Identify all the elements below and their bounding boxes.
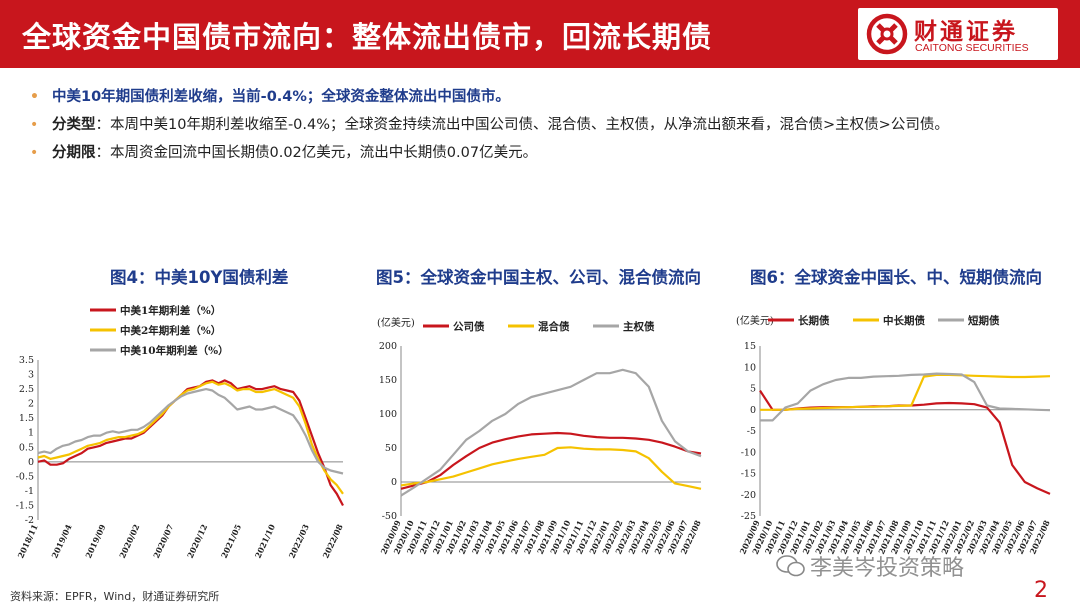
chart-title-fig4: 图4：中美10Y国债利差 [110,268,289,287]
y-tick-label: 1.5 [19,413,34,424]
bullet-text: 中美10年期国债利差收缩，当前-0.4%；全球资金整体流出中国债市。 [52,89,510,105]
chart-fig5: 200150100500-502020/092020/102020/112020… [377,316,703,556]
y-tick-label: -0.5 [16,471,34,482]
y-tick-label: 15 [744,341,756,352]
x-tick-label: 2020/12 [185,523,209,560]
series-line [400,368,702,497]
legend-label: 主权债 [623,320,655,333]
series-line [760,373,1051,411]
series-line [37,380,344,495]
chart-fig6: 151050-5-10-15-20-252020/092020/102020/1… [736,314,1052,556]
page-number: 2 [1034,578,1048,603]
series-line [37,379,344,507]
logo-chinese-text: 财通证券 [914,19,1018,45]
y-tick-label: 50 [385,443,397,454]
y-tick-label: -20 [741,490,756,501]
series-line [37,387,344,475]
y-tick-label: 100 [379,409,397,420]
y-tick-label: 0 [391,477,397,488]
chart-title-fig6: 图6：全球资金中国长、中、短期债流向 [750,268,1042,287]
y-tick-label: 0 [750,405,756,416]
caitong-logo-icon [866,13,908,55]
series-line [760,372,1051,422]
y-tick-label: -5 [747,426,756,437]
wechat-icon [776,555,805,577]
legend-label: 中美1年期利差（%） [120,304,221,317]
y-tick-label: -50 [382,511,397,522]
legend-label: 混合债 [538,320,570,333]
y-tick-label: 200 [379,341,397,352]
summary-bullets: • 中美10年期国债利差收缩，当前-0.4%；全球资金整体流出中国债市。 • 分… [30,88,1070,172]
x-tick-label: 2019/04 [49,522,74,560]
bullet-lead: 分期限 [52,145,96,161]
y-tick-label: 3.5 [19,355,34,366]
y-tick-label: -1 [25,486,34,497]
x-tick-label: 2020/07 [151,523,175,560]
legend-label: 短期债 [968,314,1000,327]
x-tick-label: 2020/02 [117,523,141,560]
y-tick-label: 0 [28,457,34,468]
bullet-text: ：本周资金回流中国长期债0.02亿美元，流出中长期债0.07亿美元。 [95,145,538,161]
x-tick-label: 2018/11 [15,523,39,560]
y-tick-label: 5 [750,384,756,395]
company-logo: 财通证券 CAITONG SECURITIES [858,8,1058,60]
title-bar: 全球资金中国债市流向：整体流出债市，回流长期债 财通证券 CAITONG SEC… [0,0,1080,68]
y-tick-label: -2 [25,515,34,526]
y-tick-label: 3 [28,370,34,381]
y-tick-label: -1.5 [16,500,34,511]
x-tick-label: 2022/08 [320,522,345,560]
legend-label: 公司债 [453,320,485,333]
source-note: 资料来源：EPFR，Wind，财通证券研究所 [10,590,220,603]
legend-label: 中美10年期利差（%） [120,344,229,357]
bullet-item: • 分期限：本周资金回流中国长期债0.02亿美元，流出中长期债0.07亿美元。 [30,144,1070,162]
x-tick-label: 2021/05 [219,523,243,560]
x-tick-label: 2021/10 [253,522,278,560]
bullet-text: ：本周中美10年期利差收缩至-0.4%；全球资金持续流出中国公司债、混合债、主权… [95,117,949,133]
y-tick-label: 2 [28,399,34,410]
unit-label: (亿美元) [377,316,415,329]
y-tick-label: -15 [741,469,756,480]
bullet-lead: 分类型 [52,117,96,133]
y-tick-label: 1 [28,428,34,439]
bullet-item: • 中美10年期国债利差收缩，当前-0.4%；全球资金整体流出中国债市。 [30,88,1070,106]
bullet-dot-icon: • [30,89,39,105]
y-tick-label: 0.5 [19,442,34,453]
watermark-text: 李美岑投资策略 [810,556,965,581]
y-tick-label: 2.5 [19,384,34,395]
y-tick-label: 150 [379,375,397,386]
legend-label: 长期债 [798,314,830,327]
bullet-dot-icon: • [30,117,39,133]
y-tick-label: -10 [741,447,756,458]
legend-label: 中长期债 [883,314,925,327]
legend-label: 中美2年期利差（%） [120,324,221,337]
x-tick-label: 2022/03 [287,522,312,560]
bullet-item: • 分类型：本周中美10年期利差收缩至-0.4%；全球资金持续流出中国公司债、混… [30,116,1070,134]
x-tick-label: 2019/09 [83,522,108,560]
series-line [400,431,702,490]
series-line [400,446,702,490]
page-title: 全球资金中国债市流向：整体流出债市，回流长期债 [22,20,713,54]
y-tick-label: -25 [741,511,756,522]
y-tick-label: 10 [744,362,756,373]
logo-english-text: CAITONG SECURITIES [915,42,1029,54]
bullet-dot-icon: • [30,145,39,161]
unit-label: (亿美元) [736,314,774,327]
chart-title-fig5: 图5：全球资金中国主权、公司、混合债流向 [376,268,701,287]
